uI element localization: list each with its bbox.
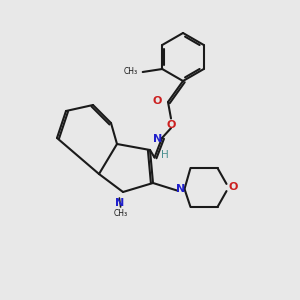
Text: N: N (115, 197, 124, 208)
Text: O: O (166, 120, 176, 130)
Text: H: H (161, 149, 169, 160)
Text: O: O (153, 95, 162, 106)
Text: CH₃: CH₃ (113, 208, 128, 217)
Text: O: O (229, 182, 238, 193)
Text: N: N (176, 184, 185, 194)
Text: N: N (153, 134, 162, 145)
Text: CH₃: CH₃ (123, 68, 137, 76)
